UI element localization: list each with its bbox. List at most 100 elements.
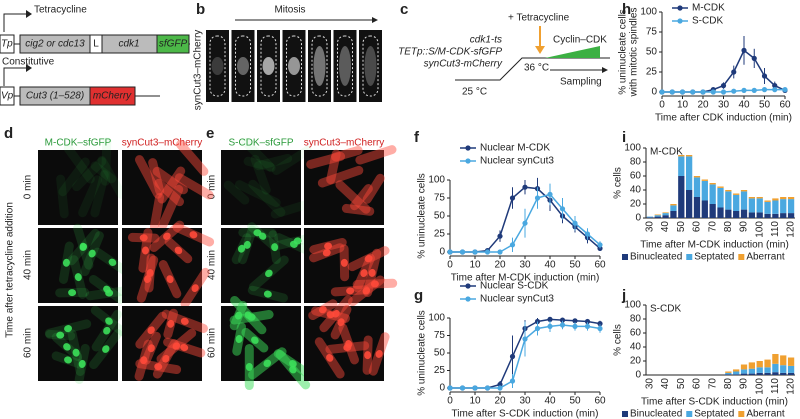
cell [174, 173, 214, 200]
y-tick-label: 60 [630, 328, 642, 339]
x-tick-label: 120 [786, 378, 797, 395]
x-tick-label: 40 [544, 396, 556, 407]
cell [63, 143, 95, 184]
bar-segment [693, 177, 701, 197]
nucleus [370, 280, 379, 288]
cell-outline [209, 35, 226, 97]
x-tick-label: 40 [660, 378, 671, 390]
channel-label: S-CDK–sfGFP [228, 138, 293, 149]
data-point [741, 47, 747, 54]
label: 25 °C [462, 87, 487, 98]
cell [90, 170, 109, 218]
nucleus [79, 242, 87, 251]
label: Tetracycline [34, 5, 87, 16]
data-point [782, 87, 788, 93]
bar-segment [780, 365, 787, 373]
arrow-head [372, 17, 378, 23]
cyclin-wedge [545, 46, 600, 58]
data-point [772, 83, 778, 89]
panel-letter: i [622, 129, 626, 146]
nucleus [63, 343, 71, 351]
data-point [559, 206, 566, 212]
bar-segment [748, 368, 756, 374]
data-point [547, 316, 553, 322]
label: mCherry [93, 91, 132, 102]
arrow [3, 13, 30, 32]
data-point [741, 87, 747, 93]
bar-segment [787, 357, 795, 366]
bar-segment [662, 212, 669, 214]
data-point [761, 87, 768, 93]
nucleus [139, 234, 148, 242]
data-point [659, 89, 665, 95]
x-tick-label: 80 [723, 378, 734, 390]
bar-segment [780, 197, 787, 200]
data-point [731, 88, 737, 94]
nucleus [293, 237, 302, 245]
bar-segment [662, 213, 669, 216]
micrograph [122, 150, 202, 225]
x-tick-label: 10 [469, 396, 481, 407]
data-point [572, 220, 578, 226]
legend-label: S-CDK [692, 16, 723, 27]
legend-label: Nuclear S-CDK [480, 281, 549, 292]
nucleus [108, 258, 117, 266]
x-tick-label: 30 [645, 221, 656, 233]
y-tick-label: 50 [646, 47, 658, 58]
data-point [497, 249, 503, 255]
legend-swatch [738, 254, 745, 260]
x-tick-label: 40 [738, 100, 750, 111]
data-point [751, 55, 757, 62]
cell [331, 145, 363, 162]
nucleus [326, 311, 335, 319]
bar-segment [772, 200, 779, 214]
nucleus [364, 46, 377, 86]
x-tick-label: 60 [692, 221, 703, 233]
legend-marker [677, 18, 683, 24]
y-tick-label: 100 [640, 7, 657, 18]
nucleus [62, 258, 70, 267]
bar-segment [740, 191, 748, 210]
nucleus [105, 317, 113, 325]
micrograph-strip [206, 30, 382, 102]
x-axis-label: Time after S-CDK induction (min) [641, 397, 788, 408]
micrograph [38, 306, 118, 381]
nucleus [68, 289, 77, 297]
data-point [484, 249, 491, 255]
data-point [669, 89, 675, 95]
arrow-head [26, 10, 32, 18]
nucleus [368, 268, 376, 277]
legend-label: Nuclear synCut3 [480, 294, 554, 305]
nucleus [143, 275, 152, 284]
x-tick-label: 60 [594, 260, 606, 271]
bar-segment [733, 371, 740, 375]
nucleus [163, 232, 171, 241]
bar-segment [756, 212, 763, 218]
bar-segment [693, 176, 701, 178]
nucleus [146, 269, 154, 278]
cell [326, 149, 341, 185]
panel-letter: b [196, 1, 205, 18]
promoter-box [0, 86, 15, 106]
label: Mitosis [274, 5, 305, 16]
data-point [547, 191, 553, 197]
bar-segment [740, 190, 748, 192]
data-point [679, 89, 686, 95]
construct-diagram: Tetracycline Tp cig2 or cdc13 L cdk1 sfG… [0, 5, 190, 106]
y-tick-label: 100 [624, 143, 641, 154]
data-point [720, 89, 727, 95]
bar-segment [733, 369, 740, 372]
data-point [572, 318, 578, 324]
y-tick-label: 80 [630, 314, 642, 325]
cell-outline [235, 35, 251, 97]
micrograph [231, 30, 255, 102]
nucleus [167, 319, 175, 328]
data-point [472, 385, 478, 391]
nucleus [172, 342, 181, 350]
bar-segment [748, 197, 756, 199]
data-point [534, 195, 541, 201]
bar-segment [701, 179, 708, 181]
x-tick-label: 20 [494, 396, 506, 407]
legend-swatch [622, 254, 628, 260]
micrograph [38, 150, 118, 225]
